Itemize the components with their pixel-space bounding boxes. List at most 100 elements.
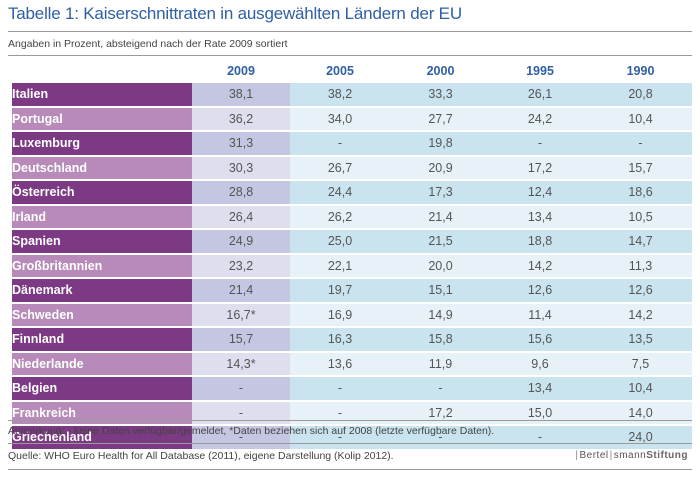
table-row: Deutschland 30,3 26,7 20,9 17,2 15,7 [12, 155, 692, 181]
cell-2009: 23,2 [192, 253, 290, 279]
cell-2009: 38,1 [192, 82, 290, 108]
table-body: Italien 38,1 38,2 33,3 26,1 20,8 Portugal 36,2 3… [12, 82, 692, 451]
cell-2000: 19,8 [390, 131, 491, 157]
cell-1990: 13,5 [589, 327, 692, 353]
table-row: Großbritannien 23,2 22,1 20,0 14,2 11,3 [12, 253, 692, 279]
cell-2009: 16,7* [192, 302, 290, 328]
footnote-divider [8, 443, 692, 444]
cell-2005: 38,2 [290, 82, 390, 108]
cell-1990: 12,6 [589, 278, 692, 304]
country-label: Luxemburg [12, 131, 192, 157]
cell-2000: 15,8 [390, 327, 491, 353]
country-label: Belgien [12, 376, 192, 402]
cell-2005: 16,9 [290, 302, 390, 328]
table-row: Frankreich - -17,2 15,0 14,0 [12, 400, 692, 426]
cell-1995: 26,1 [491, 82, 589, 108]
cell-2009: 30,3 [192, 155, 290, 181]
cell-1990: 14,0 [589, 400, 692, 426]
country-label: Dänemark [12, 278, 192, 304]
cell-1990: 24,0 [589, 425, 692, 451]
country-label: Niederlande [12, 351, 192, 377]
cell-1995: 9,6 [491, 351, 589, 377]
cell-1990: 14,2 [589, 302, 692, 328]
table-row: Griechenland - - - -24,0 [12, 425, 692, 451]
cell-2005: 22,1 [290, 253, 390, 279]
column-header-2005: 2005 [290, 61, 390, 83]
cell-2000: 17,3 [390, 180, 491, 206]
table-row: Irland 26,4 26,2 21,4 13,4 10,5 [12, 204, 692, 230]
subtitle-divider [8, 55, 692, 56]
cell-1990: 14,7 [589, 229, 692, 255]
column-header-2000: 2000 [390, 61, 491, 83]
cell-1995: 24,2 [491, 106, 589, 132]
cell-1990: 10,5 [589, 204, 692, 230]
country-label: Österreich [12, 180, 192, 206]
cell-2000: 20,0 [390, 253, 491, 279]
table-row: Spanien 24,9 25,0 21,5 18,8 14,7 [12, 229, 692, 255]
cell-2000: 15,1 [390, 278, 491, 304]
cell-2005: 24,4 [290, 180, 390, 206]
cell-1995: 11,4 [491, 302, 589, 328]
cell-1995: 12,6 [491, 278, 589, 304]
cell-2005: 34,0 [290, 106, 390, 132]
country-label: Finnland [12, 327, 192, 353]
cell-1990: 15,7 [589, 155, 692, 181]
cell-2000: - [390, 376, 491, 402]
cell-1995: 15,6 [491, 327, 589, 353]
cell-1995: - [491, 131, 589, 157]
cell-2009: - [192, 376, 290, 402]
column-header-1995: 1995 [491, 61, 589, 83]
cell-1995: 13,4 [491, 376, 589, 402]
cell-1995: 13,4 [491, 204, 589, 230]
title-divider [8, 31, 692, 32]
cell-2009: 21,4 [192, 278, 290, 304]
cell-2009: - [192, 400, 290, 426]
cell-2009: 26,4 [192, 204, 290, 230]
cell-2005: - [290, 131, 390, 157]
table-row: Österreich 28,8 24,4 17,3 12,4 18,6 [12, 180, 692, 206]
cell-2000: 33,3 [390, 82, 491, 108]
cell-2005: 13,6 [290, 351, 390, 377]
cell-2005: - [290, 376, 390, 402]
cell-2009: 31,3 [192, 131, 290, 157]
country-label: Großbritannien [12, 253, 192, 279]
header-row: 2009 2005 2000 1995 1990 [12, 61, 692, 83]
cell-1995: 12,4 [491, 180, 589, 206]
table-row: Luxemburg 31,3-19,8- - [12, 131, 692, 157]
cell-1990: 11,3 [589, 253, 692, 279]
cell-2005: 19,7 [290, 278, 390, 304]
table-row: Belgien - - -13,4 10,4 [12, 376, 692, 402]
cell-2000: 14,9 [390, 302, 491, 328]
country-label: Portugal [12, 106, 192, 132]
cell-2009: 15,7 [192, 327, 290, 353]
cell-2005: 26,2 [290, 204, 390, 230]
country-label: Deutschland [12, 155, 192, 181]
cell-2005: 26,7 [290, 155, 390, 181]
column-header-1990: 1990 [589, 61, 692, 83]
cell-1990: 18,6 [589, 180, 692, 206]
cell-1990: 20,8 [589, 82, 692, 108]
cell-2000: 21,4 [390, 204, 491, 230]
cell-2009: - [192, 425, 290, 451]
cell-2000: 17,2 [390, 400, 491, 426]
cell-1995: 15,0 [491, 400, 589, 426]
country-label: Griechenland [12, 425, 192, 451]
cell-1990: - [589, 131, 692, 157]
data-table: 2009 2005 2000 1995 1990 Italien 38,1 38,2 33,3… [12, 61, 692, 451]
cell-2009: 14,3* [192, 351, 290, 377]
table-row: Schweden 16,7* 16,9 14,9 11,4 14,2 [12, 302, 692, 328]
bertelsmann-stiftung-logo: |Bertel|smannStiftung [575, 450, 688, 461]
country-label: Irland [12, 204, 192, 230]
source-divider [8, 469, 692, 470]
cell-2000: 21,5 [390, 229, 491, 255]
table-row: Italien 38,1 38,2 33,3 26,1 20,8 [12, 82, 692, 108]
header-country [12, 61, 192, 83]
cell-2000: 20,9 [390, 155, 491, 181]
cell-2005: - [290, 425, 390, 451]
country-label: Spanien [12, 229, 192, 255]
table-row: Dänemark 21,4 19,7 15,1 12,6 12,6 [12, 278, 692, 304]
subtitle: Angaben in Prozent, absteigend nach der … [8, 38, 288, 50]
cell-2000: - [390, 425, 491, 451]
cell-1995: 18,8 [491, 229, 589, 255]
